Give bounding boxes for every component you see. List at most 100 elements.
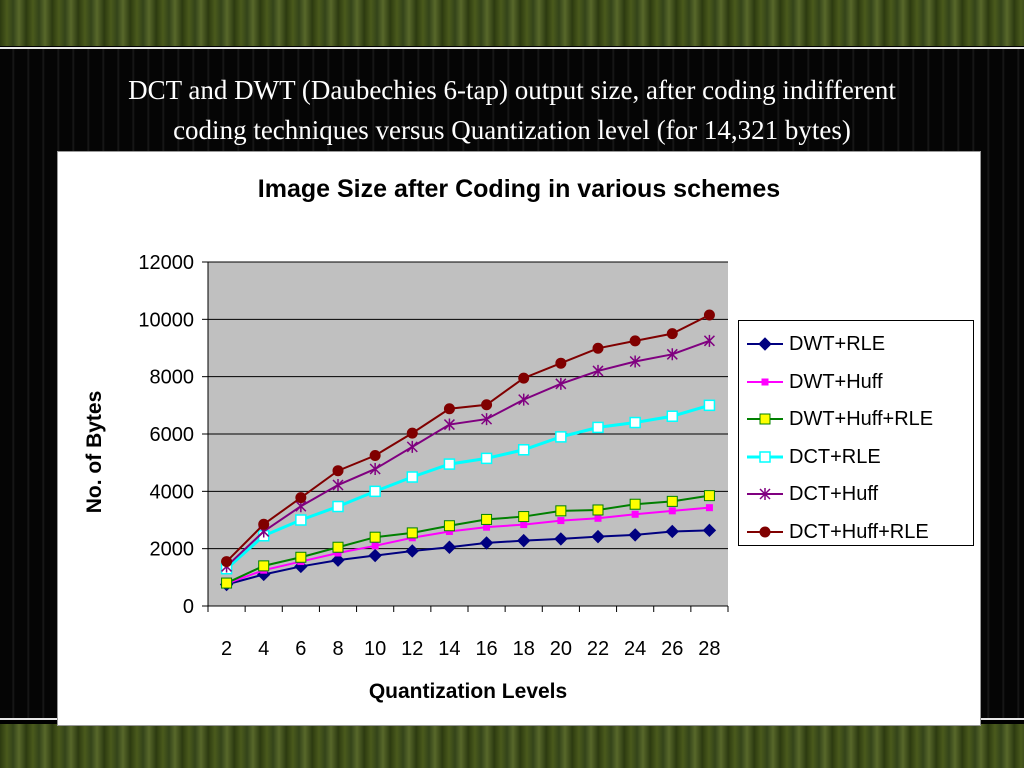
data-point — [483, 523, 491, 531]
data-point — [443, 458, 456, 470]
series-line — [225, 314, 710, 563]
data-point — [666, 495, 678, 507]
legend-label: DCT+RLE — [789, 445, 881, 468]
data-point — [406, 440, 418, 453]
data-point — [443, 403, 455, 415]
data-point — [258, 518, 270, 530]
data-point — [332, 541, 344, 553]
series-dct-huff — [221, 334, 715, 573]
y-axis-title: No. of Bytes — [83, 391, 106, 514]
x-tick-label: 4 — [258, 638, 269, 660]
data-point — [702, 523, 717, 538]
data-point — [665, 524, 679, 539]
x-axis-title: Quantization Levels — [369, 680, 567, 703]
data-point — [369, 531, 381, 543]
y-tick-label: 4000 — [150, 481, 195, 503]
data-point — [295, 514, 307, 526]
legend-label: DWT+Huff — [789, 370, 883, 393]
x-tick-label: 16 — [475, 638, 497, 660]
legend-item: DWT+RLE — [745, 329, 973, 359]
legend-label: DWT+Huff+RLE — [789, 408, 934, 430]
data-point — [479, 536, 494, 550]
legend-swatch — [747, 488, 783, 500]
legend-swatch — [747, 337, 783, 351]
x-tick-label: 22 — [587, 638, 609, 660]
data-point — [629, 335, 641, 347]
legend-marker — [759, 413, 771, 425]
slide-title: DCT and DWT (Daubechies 6-tap) output si… — [10, 70, 1014, 150]
slide-title-line-2: coding techniques versus Quantization le… — [173, 115, 851, 145]
data-point — [334, 549, 342, 557]
data-point — [406, 427, 418, 439]
data-point — [258, 560, 270, 572]
data-point — [555, 357, 567, 369]
x-tick-label: 18 — [513, 638, 535, 660]
data-point — [628, 528, 642, 542]
data-point — [332, 479, 344, 492]
legend-label: DCT+Huff+RLE — [789, 520, 929, 543]
data-point — [554, 532, 568, 546]
data-point — [705, 504, 713, 512]
legend-swatch — [747, 378, 783, 385]
legend-item: DCT+Huff+RLE — [745, 517, 973, 547]
x-tick-label: 24 — [624, 638, 646, 660]
data-point — [481, 513, 493, 525]
data-point — [518, 511, 530, 523]
data-point — [591, 529, 605, 544]
data-point — [371, 542, 379, 550]
y-tick-label: 12000 — [138, 252, 194, 274]
y-tick-label: 0 — [183, 596, 194, 618]
series-line — [225, 339, 710, 568]
x-tick-label: 20 — [550, 638, 572, 660]
data-point — [221, 577, 233, 589]
data-point — [703, 309, 715, 321]
top-grass-band — [0, 0, 1024, 46]
data-point — [369, 450, 381, 461]
x-tick-label: 2 — [221, 638, 232, 660]
x-tick-label: 14 — [438, 638, 460, 660]
data-point — [592, 342, 604, 354]
data-point — [518, 372, 530, 384]
y-tick-label: 6000 — [150, 424, 195, 446]
data-point — [518, 393, 530, 406]
data-point — [666, 410, 679, 422]
data-point — [406, 471, 419, 483]
data-point — [443, 520, 455, 532]
legend-marker — [758, 337, 772, 351]
legend-item: DWT+Huff — [745, 367, 973, 397]
x-tick-label: 12 — [401, 638, 423, 660]
x-tick-label: 28 — [698, 638, 720, 660]
legend-marker — [759, 526, 771, 537]
legend-swatch — [747, 526, 783, 537]
data-point — [517, 533, 531, 548]
data-point — [703, 399, 716, 412]
data-point — [295, 551, 307, 563]
series-line — [226, 506, 710, 585]
x-tick-label: 8 — [332, 638, 343, 660]
top-divider — [0, 47, 1024, 49]
legend-swatch — [747, 450, 783, 463]
data-point — [295, 492, 307, 504]
data-point — [631, 510, 639, 518]
data-point — [668, 507, 676, 515]
data-point — [405, 544, 419, 558]
data-point — [406, 527, 418, 539]
data-point — [520, 521, 528, 529]
data-point — [445, 527, 453, 535]
data-point — [517, 444, 530, 456]
series-dct-huff-rle — [221, 309, 715, 568]
bottom-grass-band — [0, 724, 1024, 768]
y-tick-label: 10000 — [138, 309, 194, 331]
x-tick-label: 6 — [295, 638, 306, 660]
legend-label: DWT+RLE — [789, 333, 886, 355]
data-point — [481, 413, 493, 426]
series-dwt-rle — [219, 523, 717, 592]
y-tick-label: 8000 — [150, 367, 195, 389]
data-point — [629, 416, 641, 429]
data-point — [555, 377, 567, 390]
chart-legend: DWT+RLE DWT+Huff DWT+Huff+RLE DCT+RLE DCT+Hu… — [738, 320, 974, 546]
legend-item: DCT+RLE — [745, 442, 973, 472]
legend-marker — [759, 488, 771, 500]
data-point — [369, 485, 381, 498]
